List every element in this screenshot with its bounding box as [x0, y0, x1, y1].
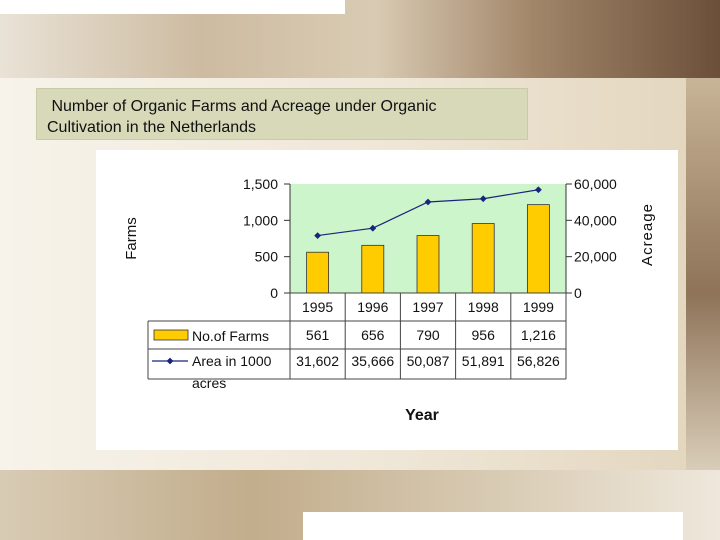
bar-no-of-farms	[361, 244, 385, 294]
left-tick-label: 1,500	[243, 176, 278, 192]
left-tick-label: 500	[255, 249, 279, 265]
legend-label-farms: No.of Farms	[192, 328, 269, 344]
data-label-area: 56,826	[517, 353, 560, 369]
bar-no-of-farms	[471, 223, 495, 294]
x-category-label: 1998	[468, 299, 499, 315]
left-tick-label: 1,000	[243, 212, 278, 228]
bar-no-of-farms	[526, 204, 550, 294]
data-label-area: 51,891	[462, 353, 505, 369]
right-tick-label: 60,000	[574, 176, 617, 192]
legend-swatch-area-marker	[166, 357, 174, 365]
data-label-farms: 561	[306, 327, 330, 343]
x-category-label: 1996	[357, 299, 388, 315]
title-box: Number of Organic Farms and Acreage unde…	[36, 88, 528, 140]
bar-no-of-farms	[306, 251, 330, 294]
decorative-bottom-white	[303, 512, 683, 540]
data-label-area: 50,087	[407, 353, 450, 369]
legend-label-area: Area in 1000 acres	[192, 353, 272, 391]
line-point-marker	[535, 186, 542, 194]
slide-title: Number of Organic Farms and Acreage unde…	[47, 98, 437, 136]
data-label-area: 35,666	[351, 353, 394, 369]
right-tick-label: 0	[574, 285, 582, 301]
line-point-marker	[369, 224, 377, 232]
right-axis-title: Acreage	[639, 203, 656, 266]
right-tick-label: 20,000	[574, 249, 617, 265]
data-label-farms: 656	[361, 327, 385, 343]
chart-frame: 0 500 1,000 1,500 0 20,000 40,000 60,000 Farms Ac…	[96, 150, 678, 450]
data-label-farms: 956	[472, 327, 496, 343]
left-tick-label: 0	[270, 285, 278, 301]
data-label-farms: 790	[416, 327, 440, 343]
line-point-marker	[479, 195, 487, 203]
decorative-right-strip	[686, 78, 720, 470]
decorative-white-box	[0, 0, 345, 14]
left-axis-title: Farms	[123, 217, 140, 260]
line-point-marker	[424, 198, 432, 206]
data-label-area: 31,602	[296, 353, 339, 369]
data-label-farms: 1,216	[521, 327, 556, 343]
legend-swatch-farms	[153, 329, 189, 341]
right-tick-label: 40,000	[574, 212, 617, 228]
x-category-label: 1999	[523, 299, 554, 315]
line-point-marker	[314, 232, 321, 239]
combo-chart: 0 500 1,000 1,500 0 20,000 40,000 60,000 Farms Ac…	[123, 176, 656, 424]
x-axis-title: Year	[405, 407, 439, 424]
x-category-label: 1995	[302, 299, 333, 315]
x-category-label: 1997	[412, 299, 443, 315]
bar-no-of-farms	[416, 235, 440, 294]
